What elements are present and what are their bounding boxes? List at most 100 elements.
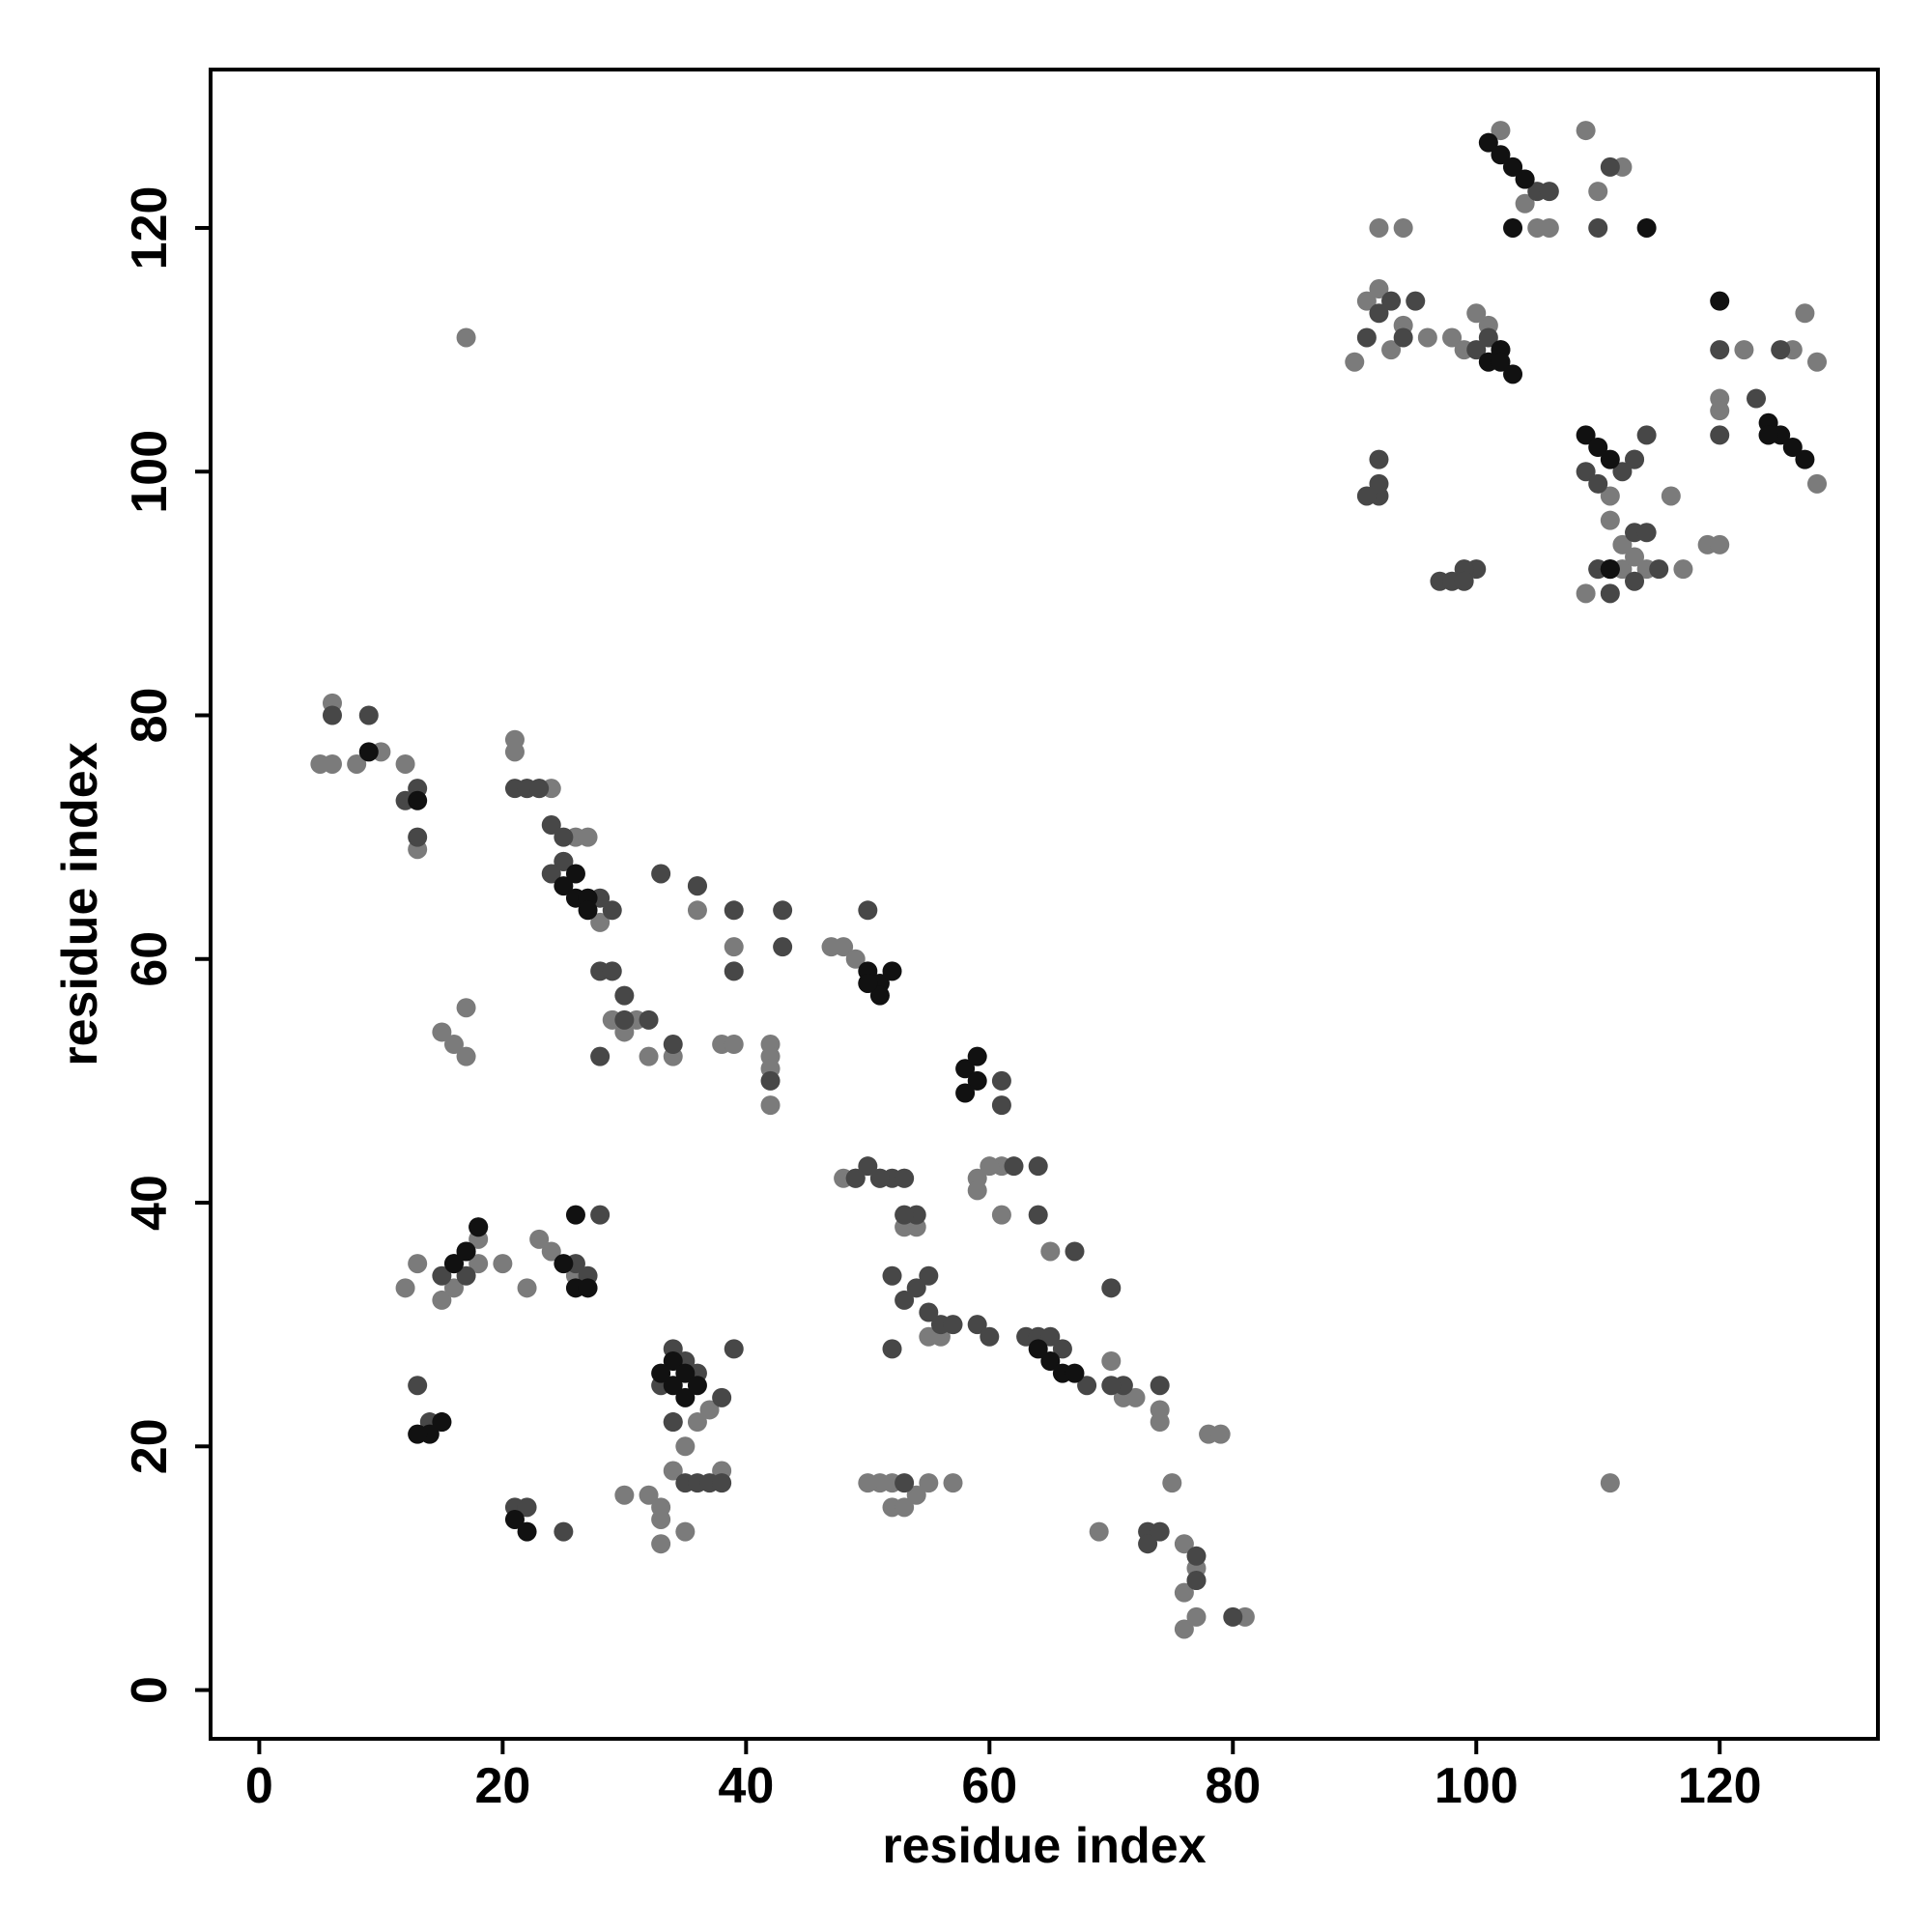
data-point-mid [991,1070,1011,1091]
data-point-dark [955,1059,976,1079]
data-point-dark [1795,449,1815,469]
data-point-mid [554,827,574,847]
data-point-dark [1491,352,1511,372]
data-point-dark [1503,156,1523,177]
x-axis: 0 20 40 60 80 100 120 [245,1739,1762,1814]
data-point-mid [882,1265,902,1286]
data-point-light [663,1461,683,1481]
data-point-light [699,1400,720,1420]
data-point-light [1345,352,1365,372]
data-point-light [517,1278,537,1298]
data-point-dark [1636,217,1657,238]
data-point-light [906,1485,926,1505]
data-point-dark [565,864,585,884]
data-point-light [1539,217,1559,238]
data-point-dark [663,1350,683,1371]
data-point-light [614,1485,635,1505]
data-point-mid [1649,559,1669,580]
data-point-mid [1612,462,1633,482]
data-point-dark [1782,438,1803,458]
data-point-mid [1101,1376,1122,1396]
plot-frame [209,68,1880,1741]
data-point-mid [1466,340,1487,360]
y-axis: 0 20 40 60 80 100 120 [122,186,211,1704]
x-tick-label: 40 [718,1758,774,1814]
data-point-light [651,1509,671,1529]
data-point-mid [408,1376,428,1396]
data-point-mid [1576,462,1596,482]
y-tick-label: 60 [122,931,178,987]
data-point-mid [1138,1534,1158,1554]
data-point-light [1734,340,1754,360]
data-point-mid [541,815,561,836]
data-point-mid [724,1339,744,1359]
data-point-light [1393,217,1413,238]
data-point-light [1466,303,1487,324]
data-point-light [1600,1473,1620,1493]
data-point-mid [614,985,635,1006]
data-point-light [724,1035,744,1055]
data-point-light [1162,1473,1182,1493]
data-point-dark [955,1083,976,1103]
data-point-dark [358,742,379,762]
data-point-light [943,1473,963,1493]
data-point-dark [469,1217,489,1237]
data-point-mid [541,864,561,884]
x-axis-title: residue index [882,1818,1206,1874]
data-point-mid [980,1326,1000,1347]
data-point-light [395,753,415,774]
data-point-mid [1150,1521,1170,1542]
y-tick-label: 20 [122,1418,178,1474]
data-point-dark [554,1254,574,1274]
y-tick-label: 100 [122,430,178,514]
data-point-mid [1101,1278,1122,1298]
data-point-dark [1503,217,1523,238]
data-point-mid [1747,388,1767,409]
data-point-light [1515,193,1535,213]
data-point-mid [322,705,342,725]
y-axis-title: residue index [52,742,108,1065]
data-point-mid [858,1156,878,1177]
data-point-mid [1600,156,1620,177]
data-point-mid [773,900,793,921]
data-point-mid [1406,291,1426,311]
data-point-light [456,998,476,1018]
data-point-mid [1004,1156,1024,1177]
data-points [310,121,1828,1639]
data-point-mid [1625,571,1645,591]
data-point-mid [663,1035,683,1055]
data-point-dark [1588,438,1608,458]
data-point-light [724,937,744,957]
data-point-mid [1636,425,1657,445]
data-point-light [1795,303,1815,324]
data-point-mid [724,900,744,921]
data-point-light [578,827,598,847]
data-point-mid [919,1265,939,1286]
data-point-dark [1758,425,1778,445]
data-point-mid [1710,340,1730,360]
data-point-light [639,1046,659,1066]
data-point-dark [517,1521,537,1542]
data-point-mid [1065,1241,1085,1262]
data-point-light [347,753,367,774]
data-point-mid [529,779,550,799]
data-point-dark [967,1070,987,1091]
data-point-mid [687,876,707,896]
data-point-mid [1077,1376,1097,1396]
data-point-light [529,1229,550,1249]
x-tick-label: 80 [1205,1758,1261,1814]
data-point-dark [1710,291,1730,311]
data-point-mid [895,1290,915,1310]
data-point-light [493,1254,513,1274]
data-point-light [1186,1606,1207,1627]
data-point-dark [967,1046,987,1066]
data-point-dark [1478,132,1498,153]
data-point-light [1491,121,1511,141]
data-point-dark [675,1363,696,1383]
data-point-light [1576,583,1596,604]
data-point-mid [517,1497,537,1518]
data-point-light [1174,1534,1194,1554]
data-point-light [1101,1350,1122,1371]
data-point-mid [895,1473,915,1493]
